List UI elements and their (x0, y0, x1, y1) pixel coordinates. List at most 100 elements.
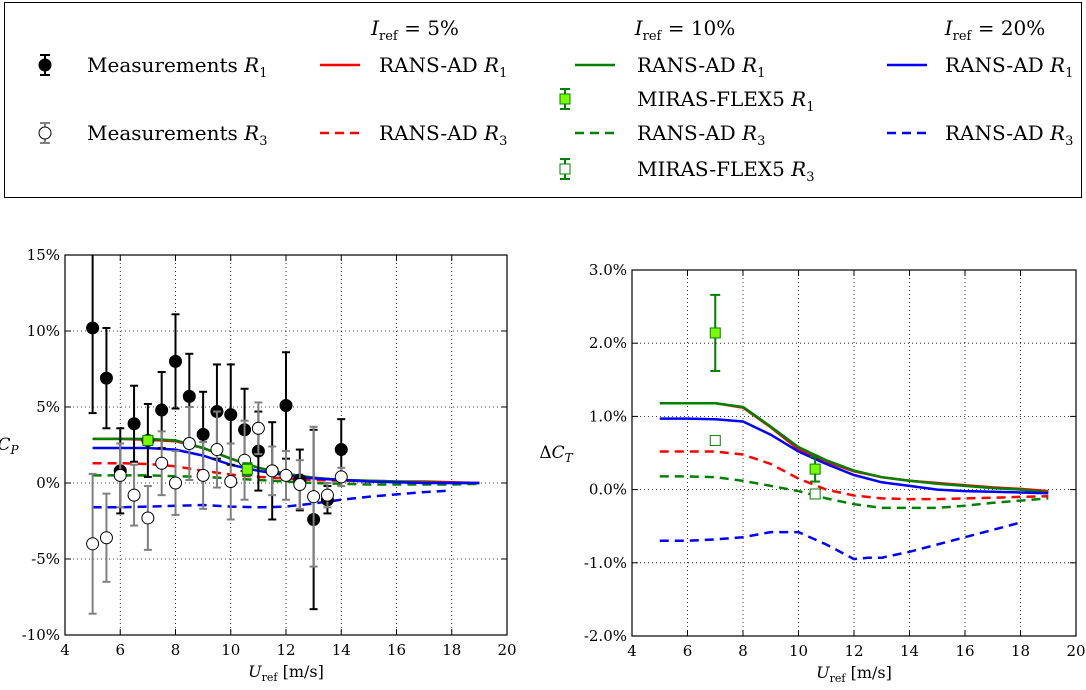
x-tick-label: 10 (789, 642, 808, 660)
legend-label: Measurements R3 (87, 121, 267, 149)
legend-entry: RANS-AD R3 (320, 121, 507, 149)
miras-point (809, 463, 821, 475)
measurement-point (196, 468, 210, 482)
legend: Iref = 5% Iref = 10% Iref = 20% Measurement… (4, 2, 1082, 198)
series-line (659, 401, 1049, 493)
y-tick-label: 0.0% (589, 481, 627, 499)
x-tick-label: 20 (1066, 642, 1085, 660)
series-line (659, 521, 1021, 561)
legend-group-title: Iref = 5% (370, 16, 459, 44)
measurement-point (86, 537, 100, 551)
legend-canvas: Iref = 5% Iref = 10% Iref = 20% Measurement… (38, 16, 1073, 185)
series-line (92, 474, 480, 486)
legend-label: RANS-AD R3 (637, 121, 765, 149)
legend-group-title: Iref = 20% (944, 16, 1046, 44)
legend-marker (559, 93, 571, 105)
y-tick-label: -5% (31, 550, 60, 568)
y-tick-label: -2.0% (584, 627, 627, 645)
legend-label: MIRAS-FLEX5 R3 (637, 157, 815, 185)
legend-marker (38, 126, 52, 140)
legend-label: MIRAS-FLEX5 R1 (637, 87, 815, 115)
miras-point (709, 435, 721, 447)
x-tick-label: 18 (442, 641, 461, 659)
plot-area (659, 293, 1049, 561)
measurement-point (127, 488, 141, 502)
legend-entry: RANS-AD R1 (887, 53, 1073, 81)
measurement-point (141, 511, 155, 525)
measurement-point (265, 464, 279, 478)
legend-marker (559, 163, 571, 175)
x-axis-label: Uref [m/s] (248, 662, 324, 684)
x-tick-label: 10 (221, 641, 240, 659)
y-tick-label: 15% (27, 246, 60, 264)
miras-point (241, 463, 253, 475)
y-tick-label: 10% (27, 322, 60, 340)
y-tick-label: 1.0% (589, 407, 627, 425)
measurement-point (251, 421, 265, 435)
measurement-point (182, 436, 196, 450)
plot-frame (64, 254, 508, 636)
measurement-point (182, 389, 196, 403)
legend-label: RANS-AD R3 (945, 121, 1073, 149)
x-tick-label: 18 (1011, 642, 1030, 660)
x-tick-label: 16 (387, 641, 406, 659)
measurement-point (196, 427, 210, 441)
measurement-point (210, 443, 224, 457)
legend-entry: RANS-AD R1 (575, 53, 765, 81)
legend-group-title: Iref = 10% (634, 16, 736, 44)
y-tick-label: 0% (36, 474, 60, 492)
x-axis-label: Uref [m/s] (816, 663, 892, 685)
legend-entry: MIRAS-FLEX5 R1 (559, 87, 815, 115)
plot-area (86, 255, 480, 615)
measurement-point (279, 468, 293, 482)
chart-delta-ct: 4 6 8 10 12 14 16 18 20 -2.0% -1.0% 0.0% 1.0% 2.0% 3.0… (539, 261, 1085, 685)
measurement-point (224, 474, 238, 488)
measurement-point (169, 476, 182, 490)
miras-point (709, 327, 721, 339)
legend-label: RANS-AD R3 (379, 121, 507, 149)
legend-entry: RANS-AD R3 (575, 121, 765, 149)
legend-label: RANS-AD R1 (637, 53, 765, 81)
miras-point (809, 488, 821, 500)
x-tick-label: 6 (683, 642, 693, 660)
measurement-point (86, 321, 100, 335)
y-tick-label: -10% (22, 626, 60, 644)
series-line (659, 450, 1049, 501)
x-tick-label: 4 (627, 642, 637, 660)
x-tick-label: 4 (60, 641, 70, 659)
x-tick-label: 14 (900, 642, 919, 660)
measurement-point (127, 417, 141, 431)
series-line (659, 401, 1049, 494)
measurement-point (279, 398, 293, 412)
series-line (659, 417, 1049, 495)
x-tick-label: 6 (115, 641, 125, 659)
legend-label: RANS-AD R1 (379, 53, 507, 81)
measurement-point (307, 490, 321, 504)
measurement-point (99, 371, 113, 385)
y-tick-label: 3.0% (589, 261, 627, 279)
y-axis-label: CP (0, 435, 19, 457)
legend-label: Measurements R1 (87, 53, 267, 81)
x-tick-label: 12 (844, 642, 863, 660)
measurement-point (155, 456, 169, 470)
x-tick-label: 20 (497, 641, 516, 659)
measurement-point (334, 443, 348, 457)
legend-label: RANS-AD R1 (945, 53, 1073, 81)
measurement-point (320, 488, 334, 502)
y-tick-label: -1.0% (584, 554, 627, 572)
y-tick-label: 5% (36, 398, 60, 416)
legend-entry: MIRAS-FLEX5 R3 (559, 157, 815, 185)
measurement-point (224, 408, 238, 422)
series-line (92, 489, 452, 509)
y-tick-label: 2.0% (589, 334, 627, 352)
miras-point (142, 434, 154, 446)
series-line (659, 475, 1049, 510)
x-tick-label: 14 (332, 641, 351, 659)
x-tick-label: 8 (738, 642, 748, 660)
legend-entry: RANS-AD R1 (320, 53, 507, 81)
measurement-point (99, 531, 113, 545)
legend-entry: RANS-AD R3 (887, 121, 1073, 149)
measurement-point (113, 468, 127, 482)
measurement-point (169, 354, 182, 368)
plot-frame (631, 269, 1077, 637)
